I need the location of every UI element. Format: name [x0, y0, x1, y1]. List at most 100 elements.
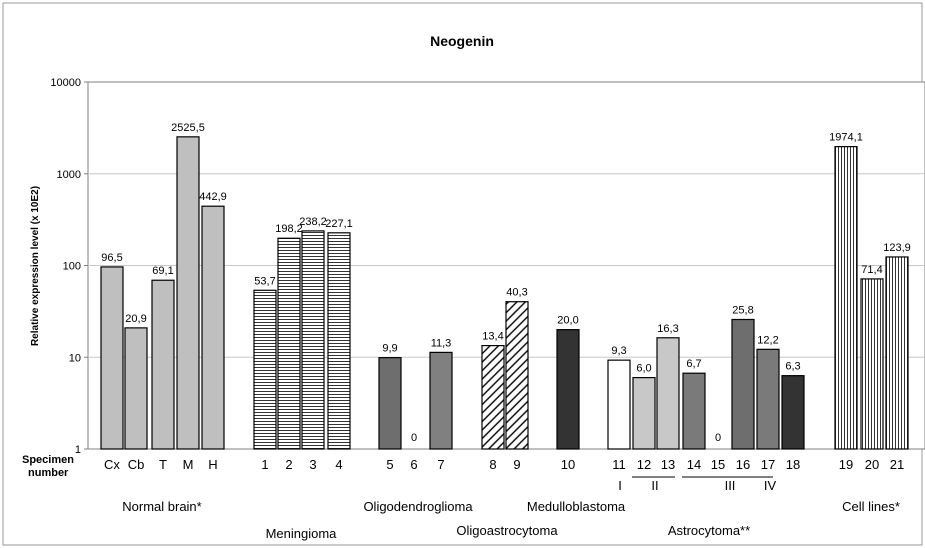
data-label-7: 11,3 [431, 337, 452, 349]
data-labels: 96,5 20,9 69,1 2525,5 442,9 53,7 198,2238,2227… [101, 122, 910, 444]
data-label-9: 40,3 [506, 287, 527, 299]
x-tick-label-cb: Cb [128, 457, 145, 472]
x-tick-label-6: 6 [410, 457, 417, 472]
data-label-h: 442,9 [199, 191, 227, 203]
x-tick-label-h: H [208, 457, 217, 472]
x-tick-label-7: 7 [437, 457, 444, 472]
data-label-16: 25,8 [732, 304, 753, 316]
bar-7 [429, 351, 453, 450]
data-label-18: 6,3 [785, 361, 800, 373]
group-label-astrocytoma: Astrocytoma** [668, 523, 750, 538]
bar-9 [505, 301, 529, 450]
data-label-1: 53,7 [254, 275, 275, 287]
bar-3 [301, 230, 325, 450]
bar-t [151, 279, 175, 450]
x-tick-label-m: M [183, 457, 194, 472]
bar-h [201, 205, 225, 450]
data-label-8: 13,4 [482, 331, 503, 343]
bar-17 [756, 348, 780, 450]
x-tick-label-18: 18 [786, 457, 800, 472]
data-label-12: 6,0 [636, 363, 651, 375]
data-label-cx: 96,5 [101, 252, 122, 264]
data-label-t: 69,1 [152, 265, 173, 277]
data-label-11: 9,3 [611, 345, 626, 357]
group-label-medulloblastoma: Medulloblastoma [527, 499, 626, 514]
bar-14 [682, 372, 706, 450]
specimen-label-line-1: Specimen [22, 454, 74, 466]
data-label-2: 198,2 [275, 223, 303, 235]
x-tick-label-13: 13 [661, 457, 675, 472]
bar-5 [378, 357, 402, 450]
bar-21 [885, 256, 909, 450]
x-tick-label-2: 2 [285, 457, 292, 472]
data-label-13: 16,3 [657, 323, 678, 335]
bar-2 [277, 237, 301, 450]
y-tick-label: 1000 [57, 169, 81, 181]
data-label-19: 1974,1 [829, 132, 863, 144]
grade-label-ii: II [651, 478, 658, 493]
data-label-3: 238,2 [299, 216, 327, 228]
x-tick-label-14: 14 [687, 457, 701, 472]
y-tick-label: 10 [69, 352, 81, 364]
bar-cx [100, 266, 124, 450]
x-tick-label-9: 9 [513, 457, 520, 472]
data-label-6: 0 [411, 432, 417, 444]
x-tick-label-1: 1 [261, 457, 268, 472]
x-tick-label-3: 3 [309, 457, 316, 472]
x-tick-label-4: 4 [335, 457, 342, 472]
bar-11 [607, 359, 631, 450]
specimen-label-line-2: number [28, 467, 69, 479]
bar-cb [124, 327, 148, 450]
group-label-oligoastrocytoma: Oligoastrocytoma [456, 523, 558, 538]
bar-18 [781, 375, 805, 450]
x-tick-label-t: T [159, 457, 167, 472]
x-tick-label-17: 17 [761, 457, 775, 472]
x-tick-label-20: 20 [865, 457, 879, 472]
bar-16 [731, 318, 755, 450]
data-label-14: 6,7 [686, 358, 701, 370]
y-axis-label: Relative expression level (x 10E2) [30, 186, 41, 346]
bar-13 [656, 337, 680, 450]
data-label-21: 123,9 [883, 242, 911, 254]
bars [100, 136, 909, 450]
grade-label-i: I [618, 478, 622, 493]
grade-label-iv: IV [764, 478, 777, 493]
grade-label-iii: III [725, 478, 736, 493]
x-tick-label-8: 8 [489, 457, 496, 472]
group-label-meningioma: Meningioma [266, 526, 338, 541]
data-label-m: 2525,5 [171, 122, 205, 134]
x-tick-label-15: 15 [711, 457, 725, 472]
group-label-cell-lines: Cell lines* [842, 499, 900, 514]
bar-4 [327, 232, 351, 450]
bar-12 [632, 377, 656, 450]
x-tick-label-19: 19 [839, 457, 853, 472]
y-tick-label: 100 [63, 261, 81, 273]
bar-1 [253, 289, 277, 450]
data-label-4: 227,1 [325, 218, 353, 230]
data-label-20: 71,4 [861, 264, 882, 276]
y-tick-label: 10000 [50, 77, 81, 89]
x-tick-label-11: 11 [612, 457, 626, 472]
x-tick-label-10: 10 [561, 457, 575, 472]
data-label-5: 9,9 [382, 343, 397, 355]
chart-title: Neogenin [430, 33, 494, 49]
x-tick-label-5: 5 [386, 457, 393, 472]
x-tick-label-21: 21 [890, 457, 904, 472]
x-tick-label-16: 16 [736, 457, 750, 472]
group-label-oligodendroglioma: Oligodendroglioma [363, 499, 473, 514]
x-tick-label-cx: Cx [104, 457, 120, 472]
x-tick-label-12: 12 [637, 457, 651, 472]
y-tick-label: 1 [75, 444, 81, 456]
bar-8 [481, 344, 505, 450]
bar-m [176, 136, 200, 450]
bar-19 [834, 146, 858, 450]
data-label-15: 0 [715, 432, 721, 444]
bar-20 [860, 278, 884, 450]
group-label-normal-brain: Normal brain* [122, 499, 201, 514]
data-label-cb: 20,9 [125, 313, 146, 325]
x-axis-ticks: Cx Cb T M H 1 2 3 4 5 6 7 8 9 10 11 12 13 14 15 16 17 18 19 20 21 [104, 457, 904, 472]
data-label-17: 12,2 [757, 334, 778, 346]
bar-10 [556, 329, 580, 450]
data-label-10: 20,0 [557, 315, 578, 327]
